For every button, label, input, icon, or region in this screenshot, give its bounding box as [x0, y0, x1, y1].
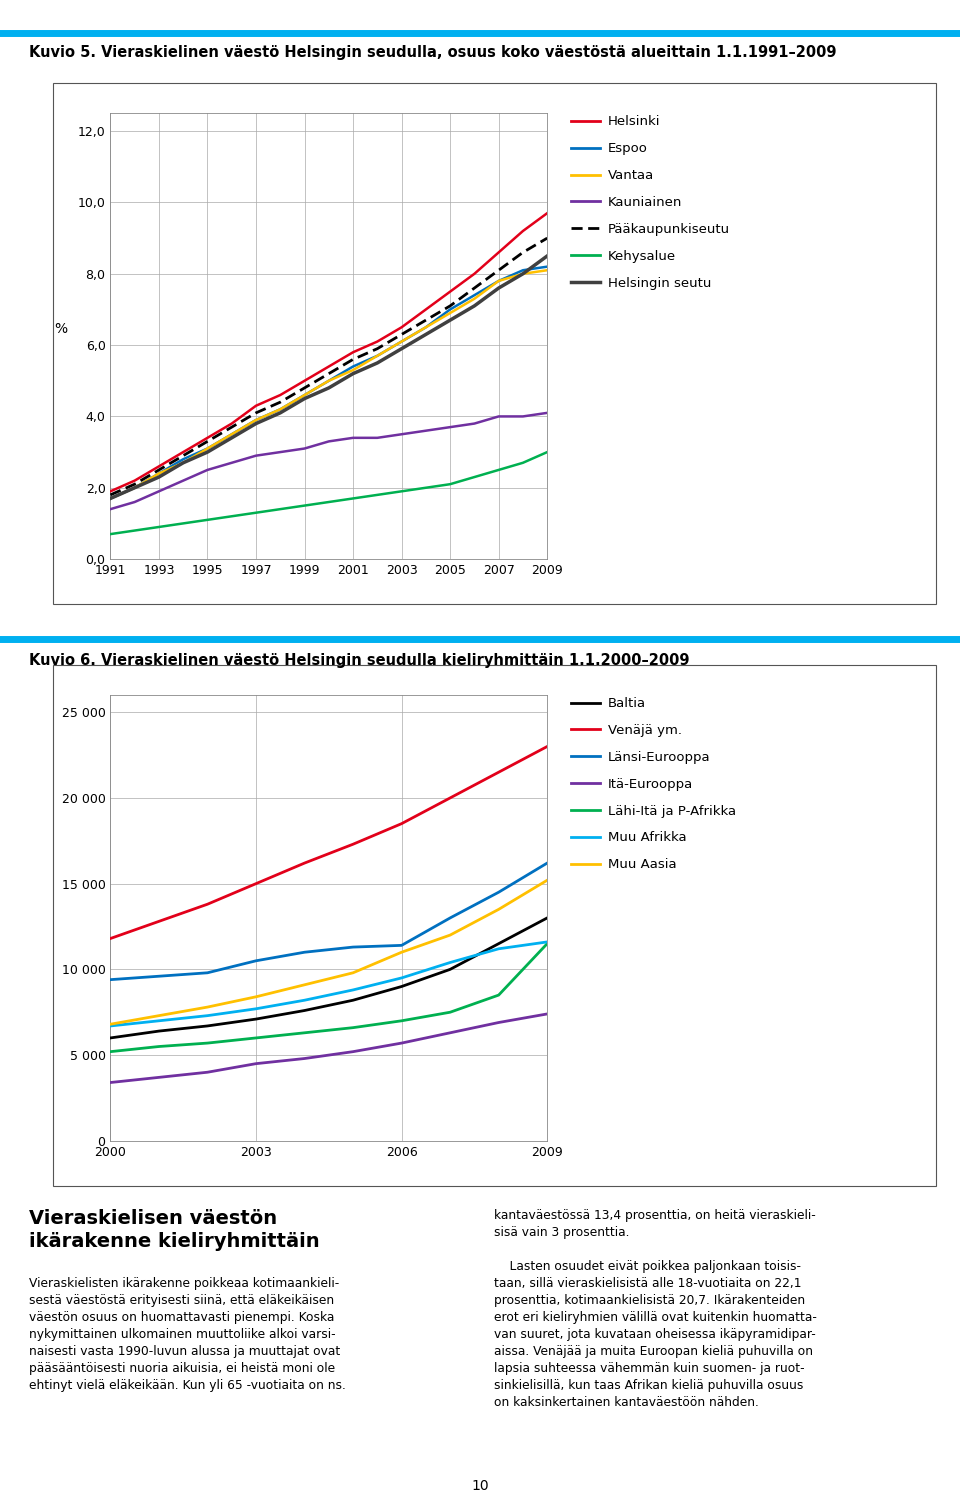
Y-axis label: %: % — [55, 322, 67, 337]
Text: Kuvio 5. Vieraskielinen väestö Helsingin seudulla, osuus koko väestöstä alueitta: Kuvio 5. Vieraskielinen väestö Helsingin… — [29, 45, 836, 60]
Legend: Helsinki, Espoo, Vantaa, Kauniainen, Pääkaupunkiseutu, Kehysalue, Helsingin seut: Helsinki, Espoo, Vantaa, Kauniainen, Pää… — [571, 115, 731, 290]
Text: kantaväestössä 13,4 prosenttia, on heitä vieraskieli-
sisä vain 3 prosenttia.

 : kantaväestössä 13,4 prosenttia, on heitä… — [494, 1209, 817, 1408]
Text: 10: 10 — [471, 1479, 489, 1493]
Text: Vieraskielisten ikärakenne poikkeaa kotimaankieli-
sestä väestöstä erityisesti s: Vieraskielisten ikärakenne poikkeaa koti… — [29, 1277, 346, 1392]
Text: Vieraskielisen väestön
ikärakenne kieliryhmittäin: Vieraskielisen väestön ikärakenne kielir… — [29, 1209, 320, 1251]
Text: Kuvio 6. Vieraskielinen väestö Helsingin seudulla kieliryhmittäin 1.1.2000–2009: Kuvio 6. Vieraskielinen väestö Helsingin… — [29, 653, 689, 668]
Legend: Baltia, Venäjä ym., Länsi-Eurooppa, Itä-Eurooppa, Lähi-Itä ja P-Afrikka, Muu Afr: Baltia, Venäjä ym., Länsi-Eurooppa, Itä-… — [571, 697, 736, 872]
